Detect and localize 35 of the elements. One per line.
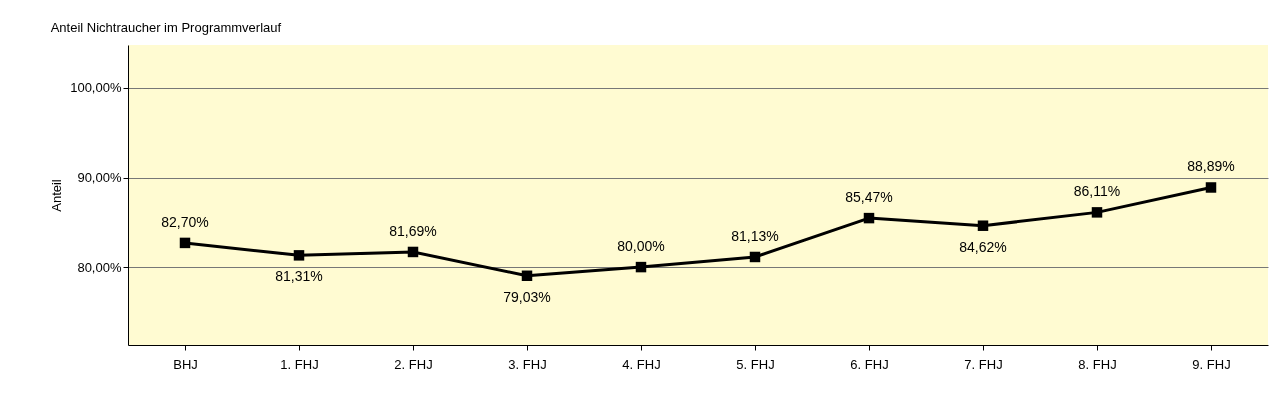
y-tick-label: 80,00% bbox=[77, 259, 122, 275]
point bbox=[863, 212, 875, 224]
x-tick-label: 1. FHJ bbox=[280, 356, 319, 372]
point bbox=[293, 250, 305, 261]
point bbox=[1205, 182, 1217, 193]
data-label: 80,00% bbox=[617, 238, 665, 255]
data-label: 84,62% bbox=[959, 238, 1007, 255]
x-tick-label: BHJ bbox=[173, 356, 198, 372]
data-label: 81,69% bbox=[389, 222, 437, 239]
point bbox=[635, 261, 647, 273]
y-axis-title: Anteil bbox=[49, 179, 65, 212]
chart-title: Anteil Nichtraucher im Programmverlauf bbox=[50, 20, 282, 35]
point bbox=[749, 251, 761, 263]
point bbox=[1091, 207, 1103, 218]
data-label: 81,13% bbox=[731, 227, 779, 244]
x-tick-label: 2. FHJ bbox=[394, 356, 433, 372]
data-label: 88,89% bbox=[1187, 158, 1235, 175]
x-tick-label: 3. FHJ bbox=[508, 356, 547, 372]
point bbox=[179, 237, 191, 249]
x-tick-label: 5. FHJ bbox=[736, 356, 775, 372]
x-tick-label: 8. FHJ bbox=[1078, 356, 1117, 372]
x-tick-label: 4. FHJ bbox=[622, 356, 661, 372]
y-tick-label: 90,00% bbox=[77, 170, 122, 186]
data-label: 82,70% bbox=[161, 213, 209, 230]
x-tick-label: 9. FHJ bbox=[1192, 356, 1231, 372]
data-label: 79,03% bbox=[503, 288, 551, 305]
y-tick-label: 100,00% bbox=[70, 80, 122, 96]
point bbox=[521, 270, 533, 282]
data-label: 86,11% bbox=[1073, 183, 1121, 200]
point bbox=[407, 246, 419, 258]
point bbox=[977, 220, 989, 231]
data-label: 85,47% bbox=[845, 189, 893, 206]
x-tick-label: 7. FHJ bbox=[964, 356, 1003, 372]
x-tick-label: 6. FHJ bbox=[850, 356, 889, 372]
data-label: 81,31% bbox=[275, 268, 323, 285]
